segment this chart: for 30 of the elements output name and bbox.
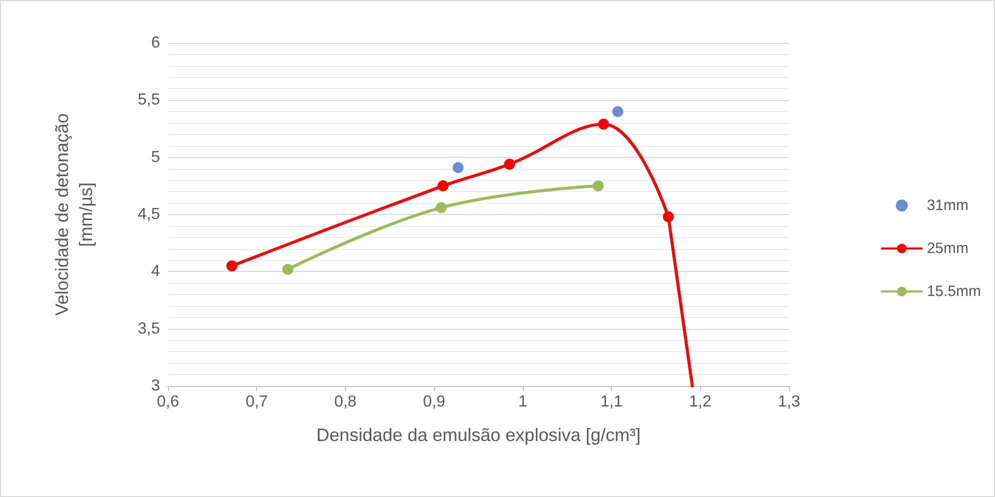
y-tick-label: 3 bbox=[151, 378, 160, 394]
point bbox=[452, 162, 464, 174]
y-tick-label: 4,5 bbox=[138, 206, 160, 223]
point bbox=[282, 264, 294, 275]
y-tick-label: 6 bbox=[151, 34, 160, 52]
y-tick-label: 5,5 bbox=[138, 92, 160, 109]
x-tick-label: 1 bbox=[518, 394, 528, 410]
point bbox=[598, 118, 610, 130]
legend-label: 25mm bbox=[926, 240, 969, 257]
legend-label: 31mm bbox=[926, 197, 969, 214]
point bbox=[612, 106, 624, 118]
point bbox=[438, 180, 449, 192]
x-tick-label: 1,2 bbox=[689, 394, 712, 410]
x-tick-label: 0,6 bbox=[156, 394, 180, 410]
x-tick-label: 1,1 bbox=[600, 394, 623, 410]
point bbox=[662, 211, 674, 222]
x-tick-label: 0,9 bbox=[423, 394, 446, 410]
y-tick-label: 4 bbox=[151, 263, 160, 280]
x-tick-label: 1,3 bbox=[778, 394, 800, 410]
point bbox=[226, 260, 238, 272]
point bbox=[592, 180, 604, 192]
y-tick-label: 5 bbox=[151, 148, 160, 166]
point bbox=[504, 158, 516, 170]
x-axis-title: Densidade da emulsão explosiva [g/cm³] bbox=[316, 425, 641, 445]
y-tick-label: 3,5 bbox=[138, 320, 160, 338]
x-tick-label: 0,8 bbox=[334, 394, 357, 410]
x-tick-label: 0,7 bbox=[246, 394, 268, 410]
legend-label: 15.5mm bbox=[926, 283, 982, 300]
point bbox=[436, 202, 447, 214]
y-axis-title: Velocidade de detonação [mm/µs] bbox=[52, 113, 96, 316]
